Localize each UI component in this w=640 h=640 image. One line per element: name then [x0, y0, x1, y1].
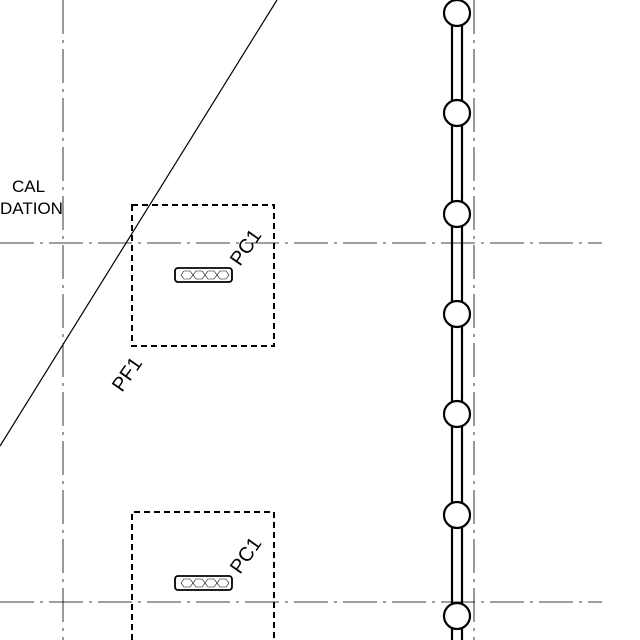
grid-lines — [0, 0, 602, 640]
note-text-line-2: DATION — [0, 199, 63, 218]
post-circle — [442, 199, 472, 229]
rail-wall — [442, 0, 472, 640]
tag-pf1: PF1 — [108, 353, 147, 396]
tag-pc1-lower: PC1 — [226, 533, 266, 577]
column-upper — [174, 267, 233, 283]
post-circle — [442, 500, 472, 530]
column-lower — [174, 575, 233, 591]
post-circle — [442, 299, 472, 329]
pad-footing-lower — [131, 511, 275, 640]
note-text-line-1: CAL — [12, 177, 45, 196]
post-circle — [442, 601, 472, 631]
post-circle — [442, 399, 472, 429]
pad-footing-upper — [131, 204, 275, 347]
tag-pc1-upper: PC1 — [226, 225, 266, 269]
diagonal-line — [0, 0, 278, 447]
post-circle — [442, 0, 472, 28]
post-circle — [442, 98, 472, 128]
